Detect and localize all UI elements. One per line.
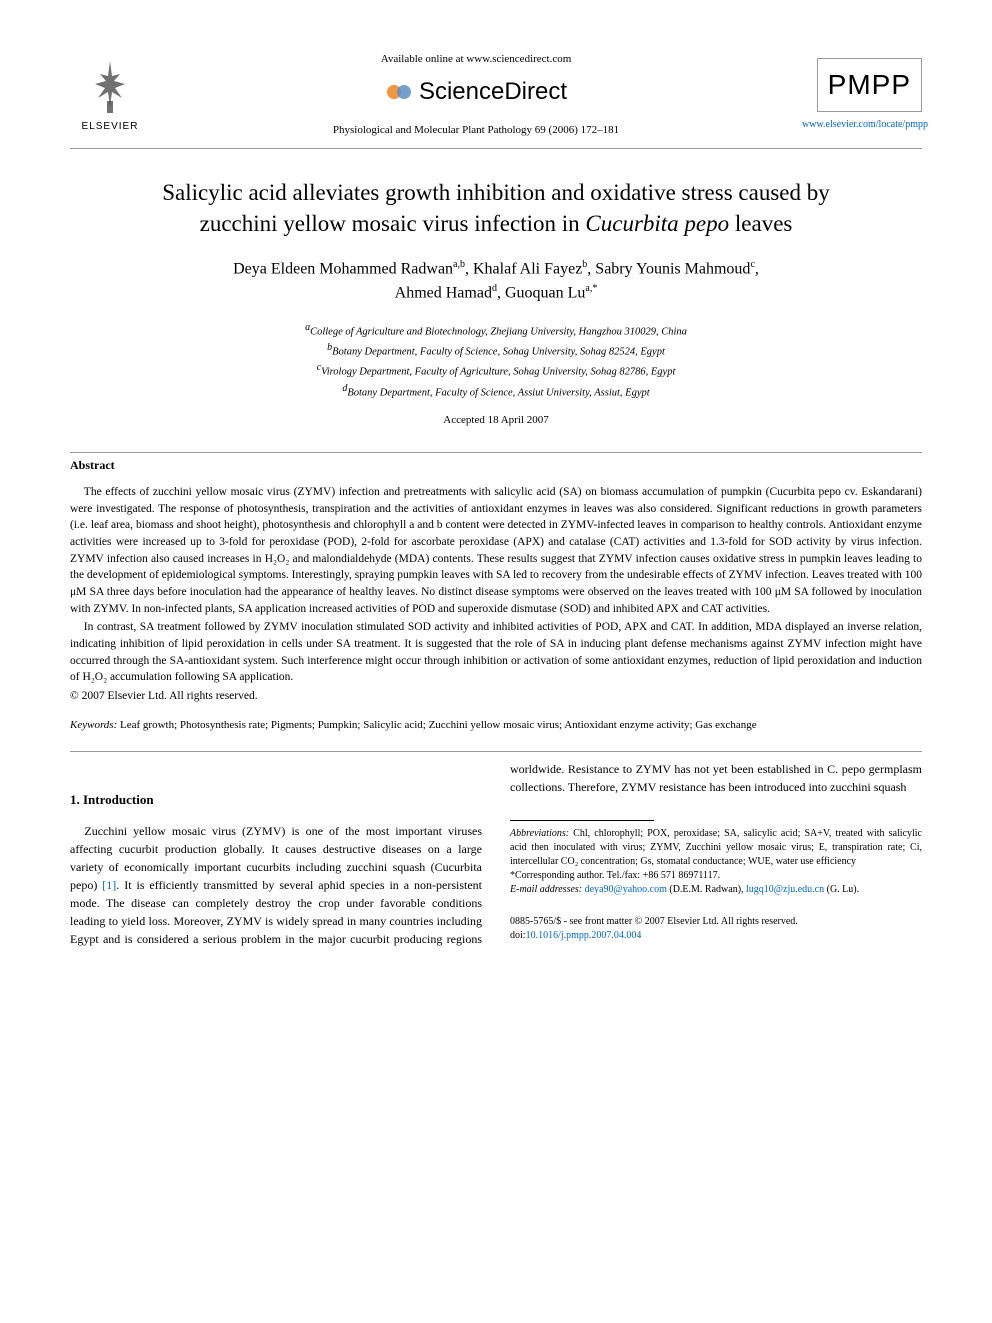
email-label: E-mail addresses: — [510, 884, 582, 895]
doi-label: doi: — [510, 930, 526, 941]
center-header: Available online at www.sciencedirect.co… — [150, 52, 802, 138]
pmpp-logo-text: PMPP — [817, 58, 922, 111]
email-2[interactable]: lugq10@zju.edu.cn — [746, 884, 824, 895]
email-1[interactable]: deya90@yahoo.com — [585, 884, 667, 895]
sciencedirect-label: ScienceDirect — [419, 75, 567, 109]
footnote-divider — [510, 820, 654, 821]
header-divider — [70, 148, 922, 149]
email-2-who: (G. Lu). — [824, 884, 859, 895]
front-matter-line: 0885-5765/$ - see front matter © 2007 El… — [510, 916, 798, 927]
author-1-affil: a,b — [453, 259, 465, 270]
copyright-line: © 2007 Elsevier Ltd. All rights reserved… — [70, 688, 922, 704]
affiliations-block: aCollege of Agriculture and Biotechnolog… — [70, 320, 922, 401]
elsevier-logo: ELSEVIER — [70, 50, 150, 140]
title-line-2-post: leaves — [729, 211, 792, 236]
footnotes-block: Abbreviations: Chl, chlorophyll; POX, pe… — [510, 827, 922, 897]
citation-1[interactable]: [1] — [102, 878, 116, 892]
author-4: Ahmed Hamad — [395, 285, 492, 302]
abstract-heading: Abstract — [70, 457, 922, 474]
elsevier-tree-icon — [80, 56, 140, 116]
header-bar: ELSEVIER Available online at www.science… — [70, 50, 922, 140]
author-2-affil: b — [582, 259, 587, 270]
corr-label: *Corresponding author. Tel./fax: — [510, 870, 643, 881]
abbreviations-footnote: Abbreviations: Chl, chlorophyll; POX, pe… — [510, 827, 922, 869]
title-species: Cucurbita pepo — [585, 211, 729, 236]
email-footnote: E-mail addresses: deya90@yahoo.com (D.E.… — [510, 883, 922, 897]
author-3-affil: c — [750, 259, 754, 270]
affil-c: Virology Department, Faculty of Agricult… — [321, 367, 675, 378]
footer-block: 0885-5765/$ - see front matter © 2007 El… — [510, 915, 922, 943]
affil-d: Botany Department, Faculty of Science, A… — [347, 387, 649, 398]
author-5-affil: a,* — [585, 283, 597, 294]
author-1: Deya Eldeen Mohammed Radwan — [233, 260, 453, 277]
email-1-who: (D.E.M. Radwan), — [667, 884, 744, 895]
doi-link[interactable]: 10.1016/j.pmpp.2007.04.004 — [526, 930, 642, 941]
journal-reference: Physiological and Molecular Plant Pathol… — [150, 123, 802, 138]
corresponding-author-footnote: *Corresponding author. Tel./fax: +86 571… — [510, 869, 922, 883]
affil-a: College of Agriculture and Biotechnology… — [310, 326, 687, 337]
author-5: Guoquan Lu — [505, 285, 585, 302]
body-columns: 1. Introduction Zucchini yellow mosaic v… — [70, 760, 922, 948]
abstract-top-divider — [70, 452, 922, 453]
accepted-date: Accepted 18 April 2007 — [70, 413, 922, 428]
journal-logo-block: PMPP www.elsevier.com/locate/pmpp — [802, 58, 922, 131]
sciencedirect-brand: ScienceDirect — [150, 75, 802, 109]
abbrev-text: Chl, chlorophyll; POX, peroxidase; SA, s… — [510, 828, 922, 867]
sciencedirect-icon — [385, 78, 413, 106]
author-2: Khalaf Ali Fayez — [473, 260, 582, 277]
page-container: ELSEVIER Available online at www.science… — [0, 0, 992, 988]
title-line-1: Salicylic acid alleviates growth inhibit… — [162, 180, 829, 205]
authors-block: Deya Eldeen Mohammed Radwana,b, Khalaf A… — [70, 257, 922, 306]
elsevier-label: ELSEVIER — [82, 120, 139, 134]
corr-phone: +86 571 86971117. — [643, 870, 720, 881]
available-online-text: Available online at www.sciencedirect.co… — [150, 52, 802, 67]
abstract-para-1: The effects of zucchini yellow mosaic vi… — [70, 484, 922, 617]
affil-b: Botany Department, Faculty of Science, S… — [332, 347, 665, 358]
abbrev-label: Abbreviations: — [510, 828, 569, 839]
abstract-para-2: In contrast, SA treatment followed by ZY… — [70, 619, 922, 686]
keywords-label: Keywords: — [70, 719, 117, 731]
keywords-divider — [70, 751, 922, 752]
keywords-list: Leaf growth; Photosynthesis rate; Pigmen… — [120, 719, 757, 731]
intro-heading: 1. Introduction — [70, 790, 482, 810]
author-4-affil: d — [492, 283, 497, 294]
keywords-line: Keywords: Leaf growth; Photosynthesis ra… — [70, 718, 922, 733]
pmpp-url[interactable]: www.elsevier.com/locate/pmpp — [802, 118, 922, 132]
author-3: Sabry Younis Mahmoud — [595, 260, 750, 277]
title-line-2-pre: zucchini yellow mosaic virus infection i… — [200, 211, 586, 236]
article-title: Salicylic acid alleviates growth inhibit… — [90, 177, 902, 239]
